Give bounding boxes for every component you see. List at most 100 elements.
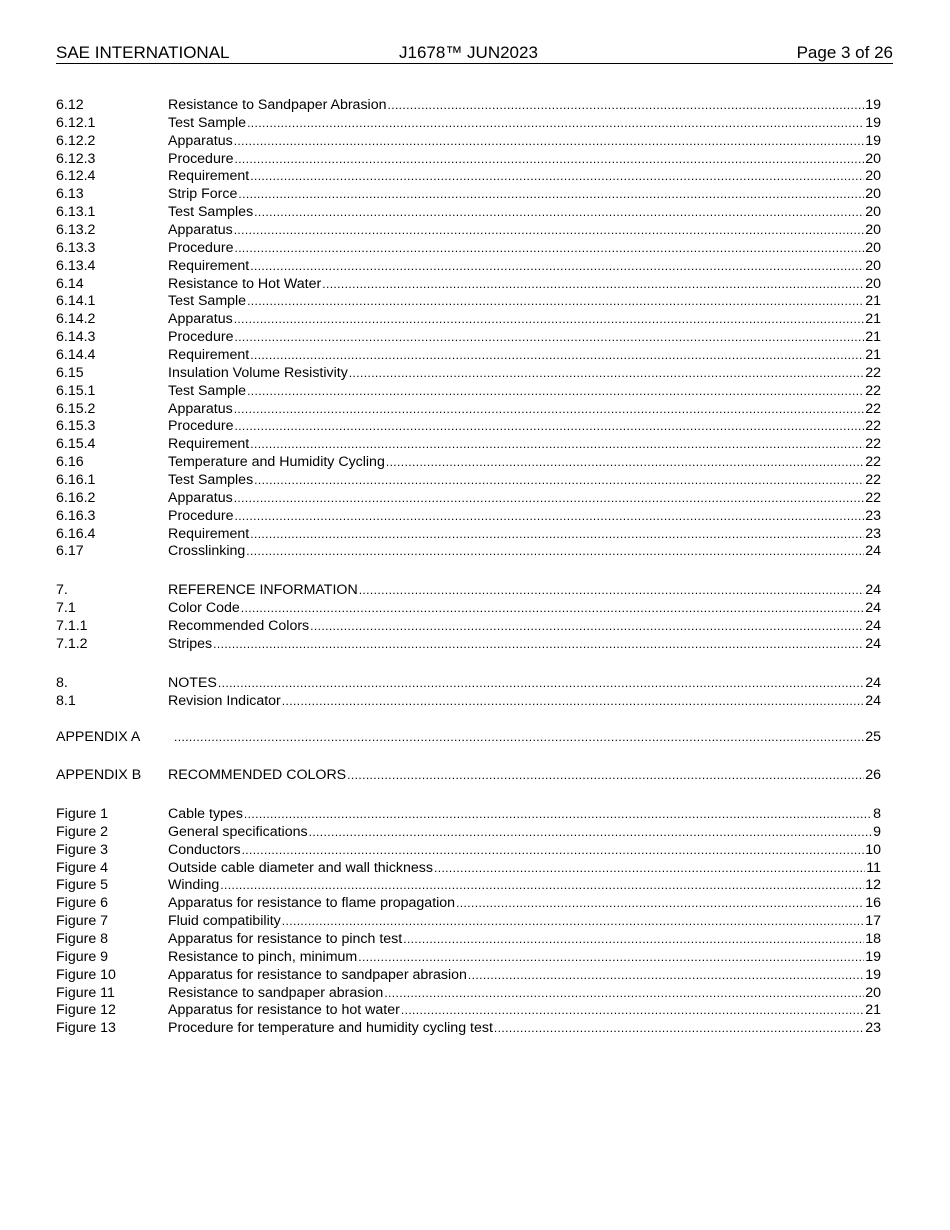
toc-entry-page: 19	[865, 966, 881, 983]
toc-entry-page: 24	[865, 675, 881, 691]
toc-entry[interactable]: 6.16 Temperature and Humidity Cycling 22	[56, 454, 881, 472]
toc-entry-number: 6.17	[56, 543, 84, 560]
toc-entry-number: APPENDIX B	[56, 767, 142, 783]
toc-entry[interactable]: 6.12.3 Procedure 20	[56, 151, 881, 169]
dot-leader	[253, 204, 864, 222]
toc-entry[interactable]: 6.12 Resistance to Sandpaper Abrasion 19	[56, 97, 881, 115]
toc-entry-title: Procedure	[168, 329, 234, 346]
toc-entry-number: Figure 6	[56, 895, 109, 912]
toc-entry-title: Procedure	[168, 507, 234, 524]
toc-entry[interactable]: 6.13.3 Procedure 20	[56, 240, 881, 258]
toc-entry-number: 6.14.4	[56, 347, 96, 364]
toc-entry-number: Figure 3	[56, 841, 109, 858]
toc-entry[interactable]: Figure 13 Procedure for temperature and h…	[56, 1020, 881, 1038]
toc-entry[interactable]: Figure 9 Resistance to pinch, minimum 19	[56, 949, 881, 967]
toc-entry[interactable]: Figure 4 Outside cable diameter and wall …	[56, 860, 881, 878]
toc-entry[interactable]: 7.1 Color Code 24	[56, 600, 881, 618]
dot-leader	[237, 186, 864, 204]
toc-group: 7. REFERENCE INFORMATION 24 7.1 Color Code 24…	[56, 582, 881, 653]
toc-entry[interactable]: 6.16.1 Test Samples 22	[56, 472, 881, 490]
toc-entry-number: 6.14.3	[56, 329, 96, 346]
dot-leader	[348, 365, 864, 383]
toc-entry-number: 6.15.1	[56, 382, 96, 399]
toc-entry-title: Outside cable diameter and wall thicknes…	[168, 859, 433, 876]
toc-entry[interactable]: Figure 10 Apparatus for resistance to san…	[56, 967, 881, 985]
dot-leader	[467, 967, 864, 985]
toc-entry[interactable]: APPENDIX A 25	[56, 729, 881, 747]
toc-entry[interactable]: 7.1.1 Recommended Colors 24	[56, 618, 881, 636]
toc-entry-title: Procedure	[168, 150, 234, 167]
toc-entry-page: 22	[865, 436, 881, 453]
toc-entry[interactable]: Figure 1 Cable types 8	[56, 806, 881, 824]
toc-entry-page: 24	[865, 543, 881, 560]
toc-entry[interactable]: 8.1 Revision Indicator 24	[56, 693, 881, 711]
toc-entry[interactable]: Figure 5 Winding 12	[56, 877, 881, 895]
toc-entry[interactable]: 6.15.2 Apparatus 22	[56, 401, 881, 419]
toc-entry[interactable]: 6.14.3 Procedure 21	[56, 329, 881, 347]
toc-entry-number: Figure 10	[56, 966, 116, 983]
toc-entry-title: Temperature and Humidity Cycling	[168, 454, 385, 471]
toc-entry[interactable]: 6.16.4 Requirement 23	[56, 526, 881, 544]
toc-entry[interactable]: 8. NOTES 24	[56, 675, 881, 693]
toc-entry-title: Resistance to Hot Water	[168, 275, 322, 292]
toc-entry-number: Figure 7	[56, 913, 109, 930]
toc-entry[interactable]: Figure 3 Conductors 10	[56, 842, 881, 860]
toc-entry-number: 8.	[56, 675, 68, 691]
toc-entry[interactable]: 6.15 Insulation Volume Resistivity 22	[56, 365, 881, 383]
dot-leader	[321, 276, 864, 294]
toc-entry-page: 10	[865, 841, 881, 858]
toc-group: APPENDIX B RECOMMENDED COLORS 26	[56, 767, 881, 785]
dot-leader	[233, 418, 864, 436]
toc-entry-number: 6.13	[56, 186, 84, 203]
toc-entry-page: 21	[865, 1002, 881, 1019]
toc-entry-page: 26	[865, 767, 881, 783]
toc-entry[interactable]: 6.16.3 Procedure 23	[56, 508, 881, 526]
toc-entry-number: 7.1.2	[56, 635, 88, 652]
toc-entry[interactable]: 6.13.1 Test Samples 20	[56, 204, 881, 222]
dot-leader	[233, 151, 864, 169]
toc-entry[interactable]: 7.1.2 Stripes 24	[56, 636, 881, 654]
toc-entry[interactable]: 6.14.2 Apparatus 21	[56, 311, 881, 329]
toc-entry-title: Winding	[168, 877, 220, 894]
toc-entry[interactable]: Figure 2 General specifications 9	[56, 824, 881, 842]
toc-entry-page: 23	[865, 525, 881, 542]
toc-entry-title: Apparatus	[168, 132, 233, 149]
toc-entry[interactable]: 6.15.3 Procedure 22	[56, 418, 881, 436]
toc-entry-page: 20	[865, 150, 881, 167]
toc-entry[interactable]: 6.15.1 Test Sample 22	[56, 383, 881, 401]
dot-leader	[253, 472, 864, 490]
toc-entry[interactable]: 6.16.2 Apparatus 22	[56, 490, 881, 508]
toc-entry-page: 24	[865, 635, 881, 652]
toc-entry[interactable]: 6.12.1 Test Sample 19	[56, 115, 881, 133]
toc-entry-title: Test Sample	[168, 382, 247, 399]
toc-entry[interactable]: 6.17 Crosslinking 24	[56, 543, 881, 561]
toc-entry-page: 19	[865, 132, 881, 149]
toc-entry[interactable]: 6.14 Resistance to Hot Water 20	[56, 276, 881, 294]
toc-entry[interactable]: 6.13.4 Requirement 20	[56, 258, 881, 276]
toc-entry-page: 22	[865, 382, 881, 399]
toc-entry[interactable]: 6.15.4 Requirement 22	[56, 436, 881, 454]
toc-entry[interactable]: Figure 7 Fluid compatibility 17	[56, 913, 881, 931]
toc-entry-title: Strip Force	[168, 186, 238, 203]
toc-entry[interactable]: APPENDIX B RECOMMENDED COLORS 26	[56, 767, 881, 785]
dot-leader	[233, 329, 864, 347]
toc-entry[interactable]: 6.12.2 Apparatus 19	[56, 133, 881, 151]
toc-entry-number: 6.15.2	[56, 400, 96, 417]
dot-leader	[233, 490, 865, 508]
toc-entry[interactable]: Figure 8 Apparatus for resistance to pinc…	[56, 931, 881, 949]
toc-entry-page: 22	[865, 489, 881, 506]
toc-entry[interactable]: Figure 11 Resistance to sandpaper abrasio…	[56, 985, 881, 1003]
toc-entry-title: Apparatus	[168, 489, 233, 506]
toc-entry[interactable]: 6.14.1 Test Sample 21	[56, 293, 881, 311]
toc-entry[interactable]: Figure 12 Apparatus for resistance to hot…	[56, 1002, 881, 1020]
toc-entry[interactable]: 6.13.2 Apparatus 20	[56, 222, 881, 240]
toc-entry[interactable]: 7. REFERENCE INFORMATION 24	[56, 582, 881, 600]
toc-entry[interactable]: 6.12.4 Requirement 20	[56, 168, 881, 186]
toc-entry-title: Stripes	[168, 635, 213, 652]
toc-entry-number: 6.12.3	[56, 150, 96, 167]
toc-entry[interactable]: 6.14.4 Requirement 21	[56, 347, 881, 365]
toc-entry-page: 22	[865, 472, 881, 489]
toc-entry[interactable]: Figure 6 Apparatus for resistance to flam…	[56, 895, 881, 913]
toc-entry-title: Recommended Colors	[168, 617, 310, 634]
toc-entry[interactable]: 6.13 Strip Force 20	[56, 186, 881, 204]
